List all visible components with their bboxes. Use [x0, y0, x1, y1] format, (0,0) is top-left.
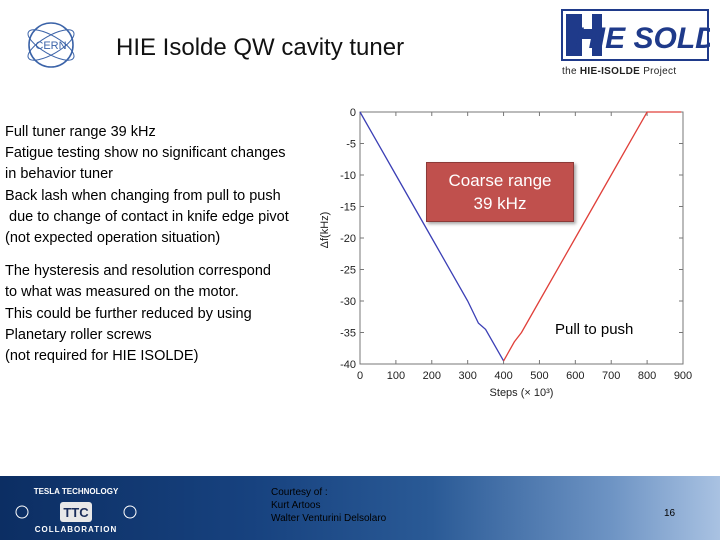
bullet-line: Full tuner range 39 kHz	[5, 124, 156, 140]
bullet-line: (not required for HIE ISOLDE)	[5, 348, 199, 365]
y-tick-label: -40	[340, 359, 356, 371]
x-tick-label: 700	[602, 370, 620, 382]
bullet-text: Full tuner range 39 kHz Fatigue testing …	[5, 122, 345, 367]
ttc-logo-bottom-text: COLLABORATION	[35, 525, 118, 534]
y-axis-label: Δf(kHz)	[319, 212, 331, 249]
y-tick-label: -35	[340, 328, 356, 340]
bullet-line: Planetary roller screws	[5, 326, 152, 343]
ttc-logo: TESLA TECHNOLOGY TTC COLLABORATION	[15, 487, 137, 534]
x-tick-label: 300	[458, 370, 476, 382]
pull-to-push-annotation: Pull to push	[555, 321, 634, 338]
plot-frame	[359, 111, 684, 365]
courtesy-line: Walter Venturini Delsolaro	[271, 513, 387, 524]
cern-logo: CERN	[27, 22, 75, 68]
tuner-chart: 0 100 200 300 400 500 600 700 800 900 0 -5 -10 -15 -20…	[318, 100, 698, 406]
y-tick-label: -5	[346, 139, 356, 151]
footer-bar: TESLA TECHNOLOGY TTC COLLABORATION	[0, 476, 720, 540]
hie-logo-tagline: the HIE-ISOLDE Project	[562, 66, 677, 77]
x-tick-label: 0	[357, 370, 363, 382]
ttc-logo-top-text: TESLA TECHNOLOGY	[34, 487, 119, 496]
tuner-chart-svg: 0 100 200 300 400 500 600 700 800 900 0 -5 -10 -15 -20…	[319, 107, 692, 399]
hie-isolde-logo: HIE SOLDE the HIE-ISOLDE Project	[556, 6, 712, 78]
courtesy-line: Courtesy of :	[271, 487, 328, 498]
ttc-logo-mid-text: TTC	[63, 505, 89, 520]
x-tick-label: 600	[566, 370, 584, 382]
hie-logo-text: HIE SOLDE	[575, 22, 710, 55]
y-tick-label: -30	[340, 296, 356, 308]
cern-logo-text: CERN	[35, 40, 66, 52]
bullet-line: due to change of contact in knife edge p…	[5, 208, 289, 225]
x-tick-label: 800	[638, 370, 656, 382]
series-line-2	[503, 111, 682, 362]
x-tick-label: 500	[530, 370, 548, 382]
bullet-line: to what was measured on the motor.	[5, 284, 239, 301]
courtesy-note: Courtesy of : Kurt Artoos Walter Venturi…	[271, 486, 386, 525]
courtesy-line: Kurt Artoos	[271, 500, 321, 511]
bullet-line: in behavior tuner	[5, 166, 114, 183]
series-line-1	[359, 111, 505, 362]
coarse-range-value: 39 kHz	[473, 194, 527, 213]
bullet-line: The hysteresis and resolution correspond	[5, 263, 271, 280]
bullet-line: Fatigue testing show no significant chan…	[5, 145, 286, 162]
y-tick-label: -10	[340, 170, 356, 182]
bullet-line: Back lash when changing from pull to pus…	[5, 187, 281, 204]
x-tick-label: 200	[423, 370, 441, 382]
x-tick-label: 900	[674, 370, 692, 382]
coarse-range-callout: Coarse range 39 kHz	[426, 162, 574, 222]
page-title: HIE Isolde QW cavity tuner	[116, 34, 405, 61]
y-tick-label: -20	[340, 233, 356, 245]
y-tick-label: 0	[350, 107, 356, 119]
y-tick-label: -25	[340, 265, 356, 277]
bullet-line: This could be further reduced by using	[5, 305, 252, 322]
y-tick-label: -15	[340, 202, 356, 214]
x-tick-label: 400	[494, 370, 512, 382]
x-axis-label: Steps (× 10³)	[490, 387, 554, 399]
hie-isolde-logo-mark: HIE SOLDE	[561, 9, 710, 61]
page-number: 16	[664, 508, 676, 519]
x-tick-label: 100	[387, 370, 405, 382]
bullet-line: (not expected operation situation)	[5, 230, 221, 247]
coarse-range-label: Coarse range	[448, 171, 552, 190]
